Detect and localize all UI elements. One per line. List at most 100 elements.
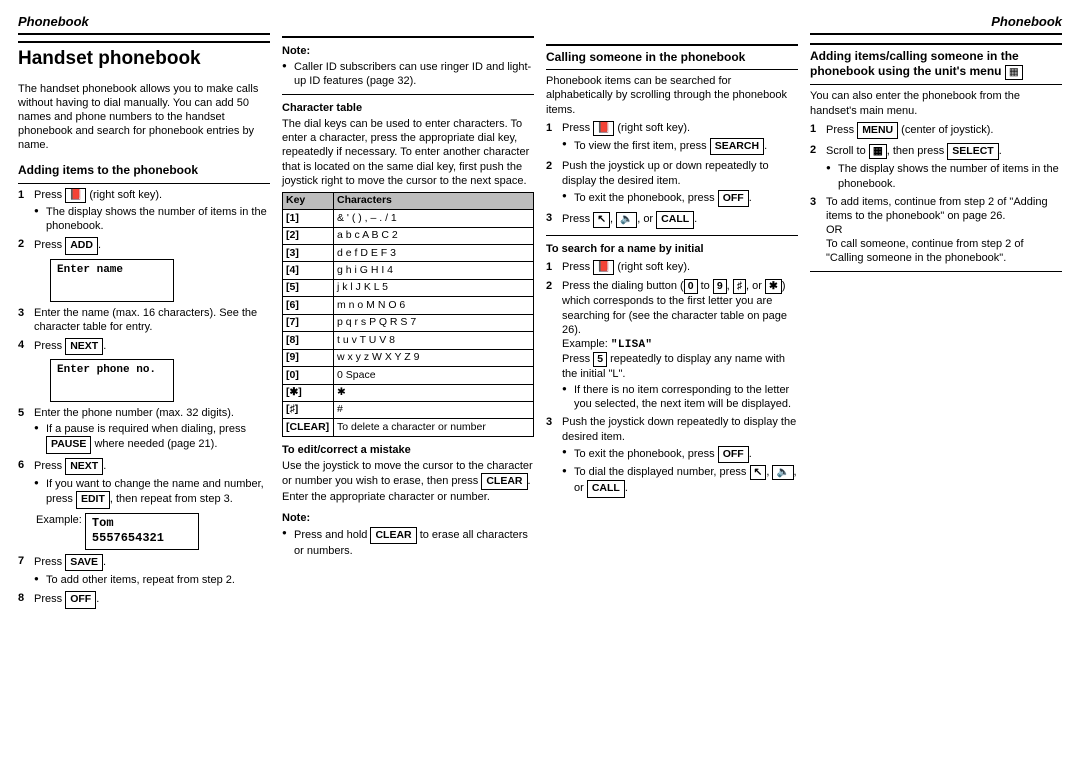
step-8-text: Press (34, 593, 62, 605)
th-key: Key (283, 192, 334, 209)
step-1-after: (right soft key). (89, 189, 162, 201)
mstep-2-note: The display shows the number of items in… (826, 162, 1062, 190)
rstep-3-note-1: To exit the phonebook, press OFF. (562, 446, 798, 463)
rstep-2-note: If there is no item corresponding to the… (562, 383, 798, 411)
search-steps: Press 📕 (right soft key). Press the dial… (546, 260, 798, 498)
book-icon: 📕 (65, 188, 86, 203)
adding-steps: Press 📕 (right soft key). The display sh… (18, 188, 270, 609)
menu-steps: Press MENU (center of joystick). Scroll … (810, 122, 1062, 265)
step-5-text: Enter the phone number (max. 32 digits). (34, 407, 234, 419)
rstep-3-note-2: To dial the displayed number, press ↖, 🔈… (562, 465, 798, 498)
rstep-3-text: Push the joystick down repeatedly to dis… (562, 416, 796, 442)
call-key-2: CALL (587, 480, 625, 497)
step-8: Press OFF. (18, 591, 270, 608)
cstep-2-note: To exit the phonebook, press OFF. (562, 190, 798, 207)
column-2: Note: Caller ID subscribers can use ring… (282, 14, 534, 613)
step-1-text: Press (34, 189, 62, 201)
key-0: 0 (684, 279, 698, 294)
cstep-2-note-a: To exit the phonebook, press (574, 192, 715, 204)
note2-label: Note: (282, 511, 534, 525)
step-1-note: The display shows the number of items in… (34, 205, 270, 233)
enter-name-box: Enter name (50, 259, 174, 302)
page-header-right: Phonebook (810, 14, 1062, 35)
key-star: ✱ (765, 279, 782, 294)
rstep-3-n1a: To exit the phonebook, press (574, 448, 715, 460)
cstep-3-or: , or (637, 213, 653, 225)
example-box: Tom 5557654321 (85, 513, 199, 550)
talk-icon: ↖ (593, 212, 610, 227)
table-row: [5]j k l J K L 5 (283, 279, 534, 296)
table-row: [CLEAR]To delete a character or number (283, 419, 534, 436)
chartable-intro: The dial keys can be used to enter chara… (282, 117, 534, 187)
chars-cell: d e f D E F 3 (334, 245, 534, 262)
key-cell: [5] (283, 279, 334, 296)
clear-key-2: CLEAR (370, 527, 416, 544)
mstep-1-text: Press (826, 124, 854, 136)
key-cell: [0] (283, 367, 334, 384)
off-key-2: OFF (718, 190, 749, 207)
next-key-2: NEXT (65, 458, 103, 475)
th-chars: Characters (334, 192, 534, 209)
step-4: Press NEXT. Enter phone no. (18, 338, 270, 402)
chars-cell: p q r s P Q R S 7 (334, 314, 534, 331)
rstep-2d-a: Press (562, 353, 590, 365)
table-row: [♯]# (283, 401, 534, 418)
key-cell: [7] (283, 314, 334, 331)
example-row: Example: Tom 5557654321 (36, 513, 270, 550)
key-cell: [✱] (283, 384, 334, 401)
mstep-3-text: To add items, continue from step 2 of "A… (826, 196, 1048, 222)
book-icon-2: 📕 (593, 121, 614, 136)
off-key-1: OFF (65, 591, 96, 608)
next-key-1: NEXT (65, 338, 103, 355)
table-row: [0]0 Space (283, 367, 534, 384)
call-key: CALL (656, 211, 694, 228)
example-number: 5557654321 (92, 531, 164, 545)
search-key: SEARCH (710, 138, 764, 155)
mstep-3-b: To call someone, continue from step 2 of… (826, 238, 1024, 264)
note-bullet: Caller ID subscribers can use ringer ID … (282, 60, 534, 88)
menu-title-text: Adding items/calling someone in the phon… (810, 49, 1019, 78)
enter-phone-box: Enter phone no. (50, 359, 174, 402)
step-5: Enter the phone number (max. 32 digits).… (18, 406, 270, 454)
key-cell: [♯] (283, 401, 334, 418)
mstep-3: To add items, continue from step 2 of "A… (810, 195, 1062, 265)
step-6-note: If you want to change the name and numbe… (34, 477, 270, 509)
cstep-3-text: Press (562, 213, 590, 225)
step-2: Press ADD. Enter name (18, 237, 270, 301)
select-key: SELECT (947, 143, 998, 160)
cstep-1-text: Press (562, 122, 590, 134)
rstep-2-ex: "LISA" (611, 339, 652, 351)
character-table: Key Characters [1]& ' ( ) , – . / 1[2]a … (282, 192, 534, 437)
cstep-1-note-a: To view the first item, press (574, 140, 707, 152)
rstep-3-n2a: To dial the displayed number, press (574, 466, 746, 478)
menu-intro: You can also enter the phonebook from th… (810, 89, 1062, 117)
step-3: Enter the name (max. 16 characters). See… (18, 306, 270, 334)
cstep-3: Press ↖, 🔈, or CALL. (546, 211, 798, 228)
step-7: Press SAVE. To add other items, repeat f… (18, 554, 270, 588)
step-4-text: Press (34, 340, 62, 352)
chars-cell: j k l J K L 5 (334, 279, 534, 296)
rstep-2-a: Press the dialing button ( (562, 280, 684, 292)
calling-intro: Phonebook items can be searched for alph… (546, 74, 798, 116)
menu-icon: ▦ (1005, 65, 1023, 80)
table-row: [6]m n o M N O 6 (283, 297, 534, 314)
rstep-1-after: (right soft key). (617, 261, 690, 273)
cstep-1-note: To view the first item, press SEARCH. (562, 138, 798, 155)
rstep-2-to: to (698, 280, 713, 292)
menu-icon-2: ▦ (869, 144, 887, 159)
key-5: 5 (593, 352, 607, 367)
main-title: Handset phonebook (18, 41, 270, 71)
column-1: Phonebook Handset phonebook The handset … (18, 14, 270, 613)
chars-cell: 0 Space (334, 367, 534, 384)
table-row: [4]g h i G H I 4 (283, 262, 534, 279)
key-cell: [2] (283, 227, 334, 244)
key-cell: [3] (283, 245, 334, 262)
step-5-note-a: If a pause is required when dialing, pre… (46, 423, 246, 435)
mstep-1-after: (center of joystick). (901, 124, 993, 136)
chars-cell: t u v T U V 8 (334, 332, 534, 349)
key-cell: [6] (283, 297, 334, 314)
cstep-2: Push the joystick up or down repeatedly … (546, 159, 798, 207)
chars-cell: a b c A B C 2 (334, 227, 534, 244)
column-3: Calling someone in the phonebook Phonebo… (546, 14, 798, 613)
chars-cell: g h i G H I 4 (334, 262, 534, 279)
